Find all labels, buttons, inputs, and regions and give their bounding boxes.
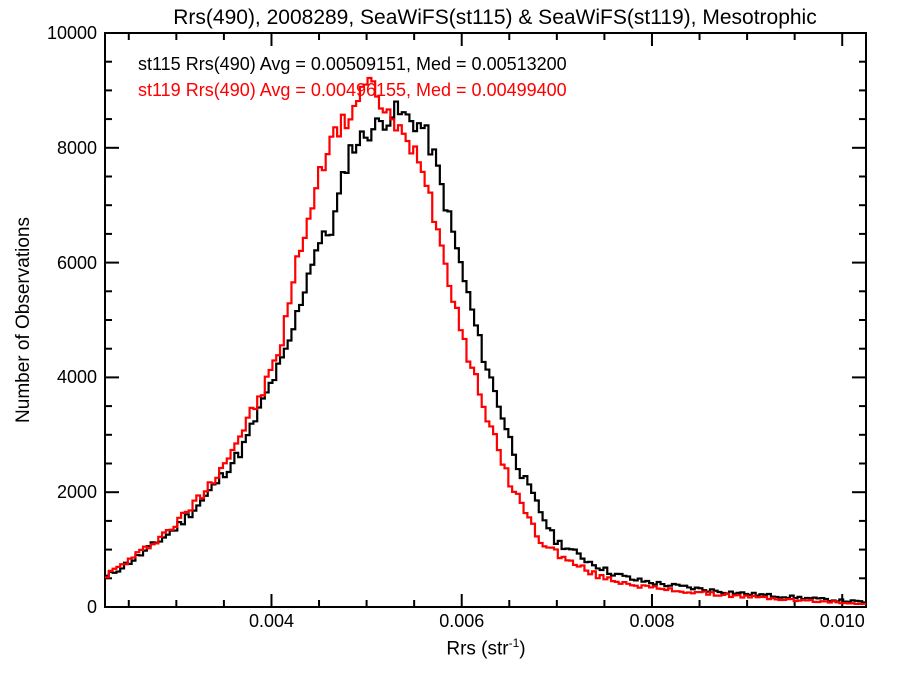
x-tick-label: 0.004 — [248, 611, 294, 631]
y-tick-label: 10000 — [46, 23, 97, 43]
y-tick-label: 4000 — [56, 367, 97, 388]
x-axis-label-suffix: ) — [519, 638, 526, 660]
x-axis-label: Rrs (str-1) — [105, 636, 867, 660]
st119-histogram-curve — [105, 76, 866, 606]
x-axis-label-superscript: -1 — [508, 636, 520, 650]
y-tick-label: 6000 — [56, 252, 97, 273]
x-tick-label: 0.010 — [819, 611, 865, 631]
legend-entry-st115: st115 Rrs(490) Avg = 0.00509151, Med = 0… — [138, 54, 567, 74]
x-axis-label-text: Rrs (str — [446, 638, 509, 660]
legend: st115 Rrs(490) Avg = 0.00509151, Med = 0… — [138, 51, 567, 103]
y-tick-label: 0 — [86, 597, 97, 617]
plot-frame — [104, 32, 867, 608]
chart-title: Rrs(490), 2008289, SeaWiFS(st115) & SeaW… — [173, 6, 817, 29]
y-tick-label: 8000 — [56, 137, 97, 158]
y-tick-label: 2000 — [56, 482, 97, 503]
x-tick-label: 0.006 — [439, 611, 485, 631]
legend-entry-st119: st119 Rrs(490) Avg = 0.00496155, Med = 0… — [138, 80, 567, 100]
x-tick-label: 0.008 — [629, 611, 675, 631]
st115-histogram-curve — [105, 100, 866, 604]
